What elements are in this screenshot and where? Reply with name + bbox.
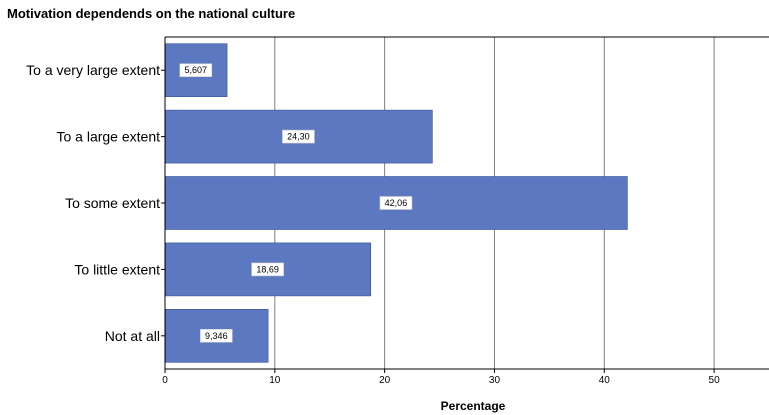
category-label: Not at all [105,328,160,344]
category-label: To a large extent [56,129,160,145]
tick-labels: 0 10 20 30 40 50 [162,375,720,386]
category-label: To a very large extent [26,62,160,78]
data-label: 5,607 [185,65,208,75]
data-labels: 5,607 24,30 42,06 18,69 9,346 [179,63,413,343]
x-tick-label: 0 [162,375,168,386]
data-label: 9,346 [205,331,228,341]
data-label-box [282,129,315,144]
x-tick-label: 10 [269,375,281,386]
x-axis-title: Percentage [441,399,506,413]
category-label: To little extent [74,261,160,277]
x-tick-label: 20 [379,375,391,386]
data-label: 42,06 [385,198,408,208]
data-label-box [200,328,233,343]
data-label-box [179,63,213,78]
data-label: 24,30 [287,132,310,142]
x-tick-label: 30 [489,375,501,386]
chart-title: Motivation dependends on the national cu… [7,6,296,21]
data-label-box [379,196,413,210]
category-label: To some extent [65,195,160,211]
x-tick-label: 50 [709,375,721,386]
data-label: 18,69 [256,264,279,274]
axes-layer [161,36,769,373]
x-tick-label: 40 [599,375,611,386]
category-labels: To a very large extent To a large extent T… [26,62,160,344]
data-label-box [251,262,284,277]
